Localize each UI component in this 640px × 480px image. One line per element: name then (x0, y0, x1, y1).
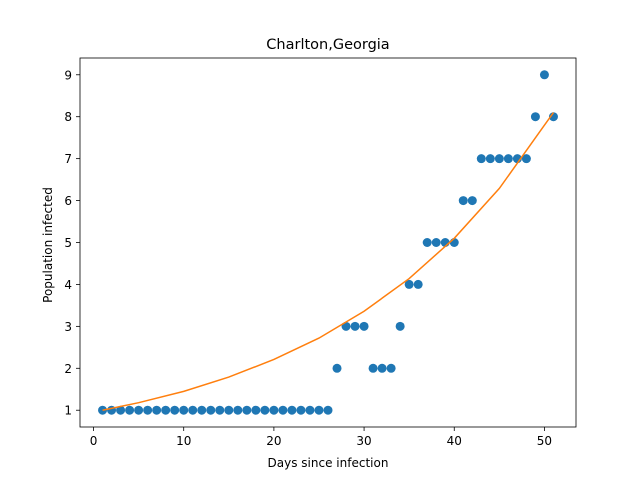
data-point (143, 405, 153, 415)
data-point (206, 405, 216, 415)
data-point (197, 405, 207, 415)
data-point (431, 238, 441, 247)
data-point (170, 405, 180, 415)
data-point (134, 405, 144, 415)
data-point (458, 196, 468, 206)
data-point (287, 405, 297, 415)
data-point (449, 238, 459, 247)
data-point (161, 405, 171, 415)
data-point (314, 405, 324, 415)
data-point (386, 363, 396, 373)
y-tick-label: 3 (64, 320, 72, 334)
data-point (521, 154, 531, 164)
data-point (485, 154, 495, 164)
plot-area (79, 57, 577, 428)
data-point (152, 405, 162, 415)
y-tick-label: 7 (64, 152, 72, 166)
data-point (539, 70, 549, 80)
data-point (404, 279, 414, 289)
y-tick-label: 8 (64, 110, 72, 124)
x-tick-label: 10 (176, 434, 191, 448)
data-point (530, 112, 540, 122)
data-point (503, 154, 513, 164)
data-point (467, 196, 477, 206)
data-point (350, 321, 360, 331)
y-tick-label: 4 (64, 278, 72, 292)
y-tick-label: 5 (64, 236, 72, 250)
data-point (413, 279, 423, 289)
data-point (323, 405, 333, 415)
data-point (179, 405, 189, 415)
data-point (251, 405, 261, 415)
data-point (269, 405, 279, 415)
data-point (305, 405, 315, 415)
data-point (476, 154, 486, 164)
data-point (359, 321, 369, 331)
y-tick-label: 1 (64, 404, 72, 418)
data-point (377, 363, 387, 373)
data-point (278, 405, 288, 415)
x-tick-label: 40 (447, 434, 462, 448)
data-point (188, 405, 198, 415)
data-point (215, 405, 225, 415)
x-tick-label: 30 (356, 434, 371, 448)
x-axis-ticks: 0 10 20 30 40 50 (90, 427, 552, 448)
x-tick-label: 50 (537, 434, 552, 448)
y-axis-ticks: 1 2 3 4 5 6 7 8 9 (64, 68, 80, 418)
data-point (242, 405, 252, 415)
data-point (494, 154, 504, 164)
x-tick-label: 0 (90, 434, 98, 448)
y-axis-label: Population infected (41, 187, 55, 303)
x-tick-label: 20 (266, 434, 281, 448)
data-point (296, 405, 306, 415)
data-point (422, 238, 432, 247)
data-point (368, 363, 378, 373)
data-point (260, 405, 270, 415)
chart-title: Charlton,Georgia (266, 37, 389, 53)
x-axis-label: Days since infection (268, 456, 389, 470)
data-point (233, 405, 243, 415)
y-tick-label: 2 (64, 362, 72, 376)
fit-curve (102, 112, 555, 411)
data-point (224, 405, 234, 415)
data-point (116, 405, 126, 415)
data-point (395, 321, 405, 331)
y-tick-label: 6 (64, 194, 72, 208)
y-tick-label: 9 (64, 68, 72, 82)
data-point (332, 363, 342, 373)
data-point (125, 405, 135, 415)
